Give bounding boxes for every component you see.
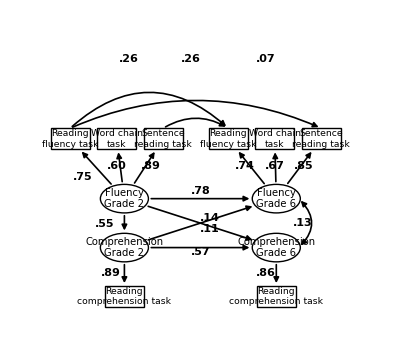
FancyBboxPatch shape [257, 286, 296, 307]
Text: .89: .89 [141, 161, 161, 171]
Text: Word chain
task: Word chain task [91, 129, 143, 149]
Text: .11: .11 [200, 223, 220, 234]
Text: .75: .75 [73, 172, 92, 182]
Text: .78: .78 [190, 186, 210, 196]
Text: Reading
fluency task: Reading fluency task [200, 129, 256, 149]
Text: .89: .89 [100, 268, 120, 278]
Ellipse shape [252, 233, 300, 262]
Ellipse shape [252, 184, 300, 213]
FancyBboxPatch shape [144, 128, 182, 149]
FancyBboxPatch shape [302, 128, 341, 149]
FancyBboxPatch shape [255, 128, 294, 149]
Text: .57: .57 [190, 247, 210, 257]
Text: Reading
comprehension task: Reading comprehension task [229, 287, 323, 306]
FancyBboxPatch shape [51, 128, 90, 149]
Ellipse shape [100, 233, 148, 262]
Text: Word chain
task: Word chain task [249, 129, 301, 149]
Text: .60: .60 [107, 161, 126, 171]
Text: .13: .13 [293, 218, 312, 228]
Text: .74: .74 [235, 161, 255, 171]
FancyBboxPatch shape [105, 286, 144, 307]
Text: Fluency
Grade 6: Fluency Grade 6 [256, 188, 296, 209]
Text: .26: .26 [181, 54, 201, 64]
Text: Fluency
Grade 2: Fluency Grade 2 [104, 188, 144, 209]
Text: .67: .67 [265, 161, 285, 171]
Text: Sentence
reading task: Sentence reading task [134, 129, 192, 149]
Text: Comprehension
Grade 2: Comprehension Grade 2 [85, 237, 164, 258]
FancyBboxPatch shape [97, 128, 136, 149]
Text: .86: .86 [256, 268, 275, 278]
Text: Sentence
reading task: Sentence reading task [292, 129, 350, 149]
Text: .55: .55 [94, 219, 114, 229]
Text: .07: .07 [256, 54, 275, 64]
Text: .85: .85 [294, 161, 313, 171]
Text: Reading
comprehension task: Reading comprehension task [77, 287, 171, 306]
Text: .26: .26 [119, 54, 139, 64]
Text: Comprehension
Grade 6: Comprehension Grade 6 [237, 237, 315, 258]
FancyBboxPatch shape [209, 128, 248, 149]
Text: Reading
fluency task: Reading fluency task [42, 129, 98, 149]
Text: .14: .14 [200, 213, 220, 223]
Ellipse shape [100, 184, 148, 213]
